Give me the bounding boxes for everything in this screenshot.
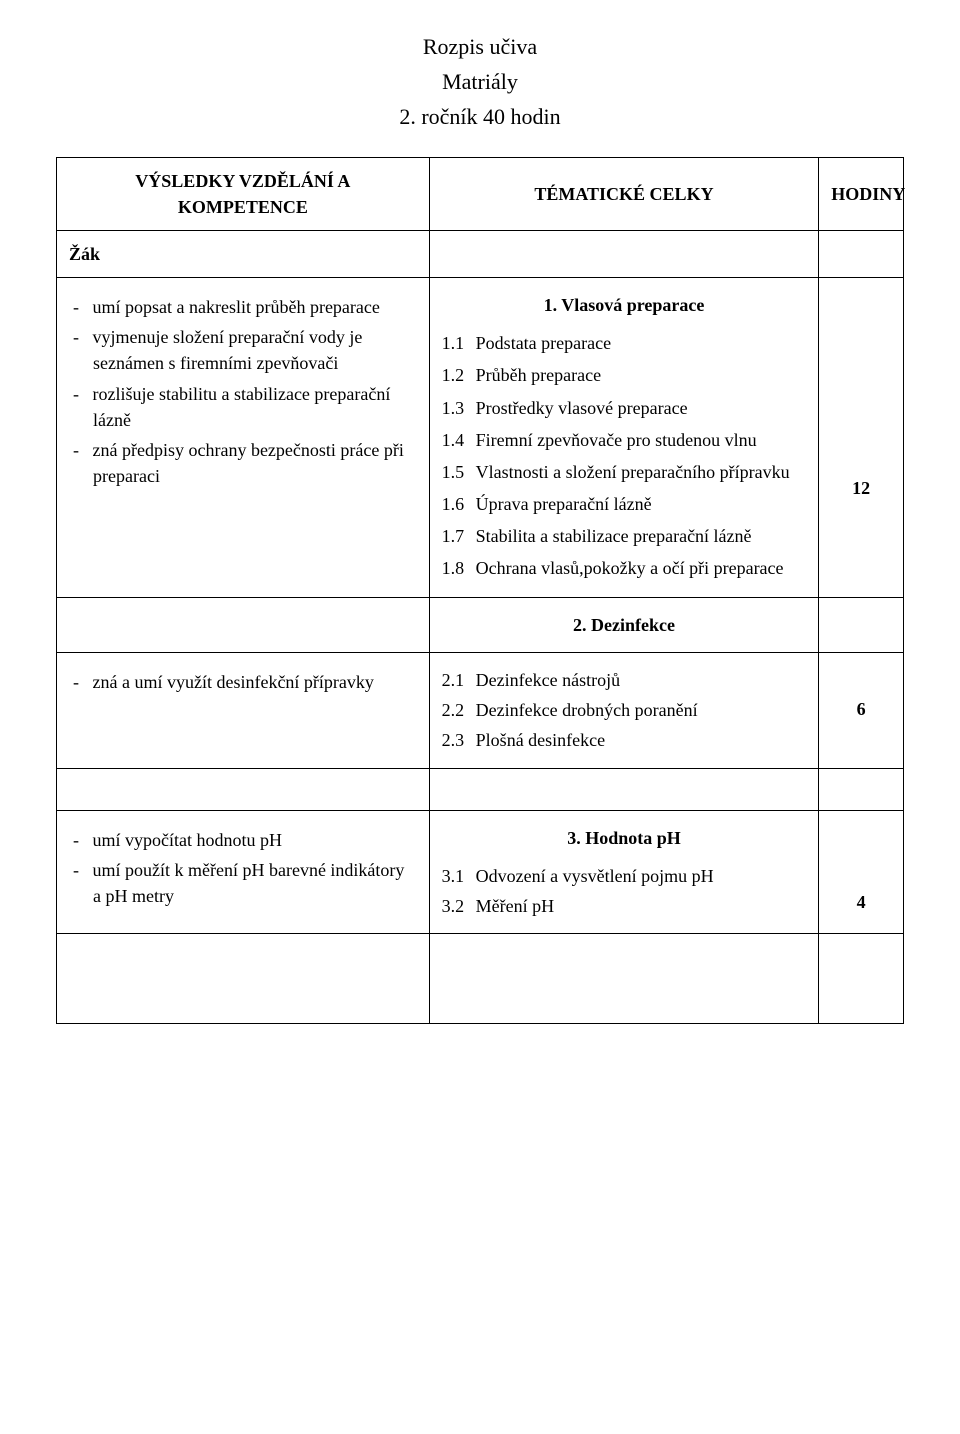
gap-cell (57, 933, 430, 1023)
numbered-item: 1.1Podstata preparace (442, 330, 807, 356)
section1-row: umí popsat a nakreslit průběh preparace … (57, 278, 904, 598)
list-item: umí vypočítat hodnotu pH (93, 827, 417, 853)
item-text: Podstata preparace (476, 330, 807, 356)
section1-hours-cell: 12 (819, 278, 904, 598)
zak-row: Žák (57, 231, 904, 278)
section3-bullets: umí vypočítat hodnotu pH umí použít k mě… (69, 827, 417, 909)
section2-heading-row: 2. Dezinfekce (57, 598, 904, 653)
section2-heading-empty-right (819, 598, 904, 653)
item-num: 2.2 (442, 697, 476, 723)
section3-items: 3.1Odvození a vysvětlení pojmu pH 3.2Měř… (442, 863, 807, 919)
section2-items: 2.1Dezinfekce nástrojů 2.2Dezinfekce dro… (442, 667, 807, 753)
section3-heading: 3. Hodnota pH (442, 825, 807, 851)
header-col-topics: TÉMATICKÉ CELKY (429, 158, 819, 231)
section2-heading-empty-left (57, 598, 430, 653)
section2-topics-cell: 2.1Dezinfekce nástrojů 2.2Dezinfekce dro… (429, 653, 819, 768)
section2-row: zná a umí využít desinfekční přípravky 2… (57, 653, 904, 768)
numbered-item: 1.4Firemní zpevňovače pro studenou vlnu (442, 427, 807, 453)
numbered-item: 1.8Ochrana vlasů,pokožky a očí při prepa… (442, 555, 807, 581)
numbered-item: 1.6Úprava preparační lázně (442, 491, 807, 517)
item-text: Firemní zpevňovače pro studenou vlnu (476, 427, 807, 453)
title-line-1: Rozpis učiva (56, 30, 904, 63)
section3-outcomes-cell: umí vypočítat hodnotu pH umí použít k mě… (57, 810, 430, 933)
item-text: Dezinfekce drobných poranění (476, 697, 807, 723)
section2-outcomes-cell: zná a umí využít desinfekční přípravky (57, 653, 430, 768)
gap-cell (57, 768, 430, 810)
section3-topics-cell: 3. Hodnota pH 3.1Odvození a vysvětlení p… (429, 810, 819, 933)
item-num: 1.3 (442, 395, 476, 421)
numbered-item: 2.2Dezinfekce drobných poranění (442, 697, 807, 723)
gap-row (57, 768, 904, 810)
zak-empty-topics (429, 231, 819, 278)
section1-topics-cell: 1. Vlasová preparace 1.1Podstata prepara… (429, 278, 819, 598)
item-num: 2.3 (442, 727, 476, 753)
list-item: zná předpisy ochrany bezpečnosti práce p… (93, 437, 417, 489)
section2-heading-cell: 2. Dezinfekce (429, 598, 819, 653)
section2-heading: 2. Dezinfekce (442, 612, 807, 638)
section1-bullets: umí popsat a nakreslit průběh preparace … (69, 294, 417, 489)
numbered-item: 3.1Odvození a vysvětlení pojmu pH (442, 863, 807, 889)
item-text: Stabilita a stabilizace preparační lázně (476, 523, 807, 549)
header-col-outcomes: VÝSLEDKY VZDĚLÁNÍ A KOMPETENCE (57, 158, 430, 231)
gap-cell (819, 768, 904, 810)
item-text: Prostředky vlasové preparace (476, 395, 807, 421)
document-title-block: Rozpis učiva Matriály 2. ročník 40 hodin (56, 30, 904, 133)
header-col1-line1: VÝSLEDKY VZDĚLÁNÍ A (69, 168, 417, 194)
list-item: vyjmenuje složení preparační vody je sez… (93, 324, 417, 376)
numbered-item: 1.5Vlastnosti a složení preparačního pří… (442, 459, 807, 485)
item-num: 1.8 (442, 555, 476, 581)
item-text: Ochrana vlasů,pokožky a očí při preparac… (476, 555, 807, 581)
numbered-item: 1.2Průběh preparace (442, 362, 807, 388)
item-num: 3.1 (442, 863, 476, 889)
item-num: 3.2 (442, 893, 476, 919)
section1-items: 1.1Podstata preparace 1.2Průběh preparac… (442, 330, 807, 581)
item-text: Vlastnosti a složení preparačního přípra… (476, 459, 807, 485)
list-item: umí popsat a nakreslit průběh preparace (93, 294, 417, 320)
item-text: Plošná desinfekce (476, 727, 807, 753)
numbered-item: 2.1Dezinfekce nástrojů (442, 667, 807, 693)
list-item: rozlišuje stabilitu a stabilizace prepar… (93, 381, 417, 433)
item-num: 1.2 (442, 362, 476, 388)
document-page: Rozpis učiva Matriály 2. ročník 40 hodin… (0, 0, 960, 1434)
item-num: 2.1 (442, 667, 476, 693)
item-num: 1.5 (442, 459, 476, 485)
numbered-item: 1.7Stabilita a stabilizace preparační lá… (442, 523, 807, 549)
item-text: Průběh preparace (476, 362, 807, 388)
section2-hours-cell: 6 (819, 653, 904, 768)
item-num: 1.7 (442, 523, 476, 549)
section3-row: umí vypočítat hodnotu pH umí použít k mě… (57, 810, 904, 933)
title-line-3: 2. ročník 40 hodin (56, 100, 904, 133)
numbered-item: 2.3Plošná desinfekce (442, 727, 807, 753)
list-item: umí použít k měření pH barevné indikátor… (93, 857, 417, 909)
item-num: 1.1 (442, 330, 476, 356)
gap-cell (819, 933, 904, 1023)
zak-empty-hours (819, 231, 904, 278)
header-col1-line2: KOMPETENCE (69, 194, 417, 220)
gap-cell (429, 933, 819, 1023)
numbered-item: 1.3Prostředky vlasové preparace (442, 395, 807, 421)
item-text: Odvození a vysvětlení pojmu pH (476, 863, 807, 889)
gap-cell (429, 768, 819, 810)
list-item: zná a umí využít desinfekční přípravky (93, 669, 417, 695)
header-col-hours: HODINY (819, 158, 904, 231)
title-line-2: Matriály (56, 65, 904, 98)
table-header-row: VÝSLEDKY VZDĚLÁNÍ A KOMPETENCE TÉMATICKÉ… (57, 158, 904, 231)
item-text: Dezinfekce nástrojů (476, 667, 807, 693)
zak-label-cell: Žák (57, 231, 430, 278)
section3-hours-cell: 4 (819, 810, 904, 933)
trailing-gap-row (57, 933, 904, 1023)
item-num: 1.6 (442, 491, 476, 517)
item-text: Měření pH (476, 893, 807, 919)
item-text: Úprava preparační lázně (476, 491, 807, 517)
section2-bullets: zná a umí využít desinfekční přípravky (69, 669, 417, 695)
section1-outcomes-cell: umí popsat a nakreslit průběh preparace … (57, 278, 430, 598)
numbered-item: 3.2Měření pH (442, 893, 807, 919)
item-num: 1.4 (442, 427, 476, 453)
curriculum-table: VÝSLEDKY VZDĚLÁNÍ A KOMPETENCE TÉMATICKÉ… (56, 157, 904, 1024)
section1-heading: 1. Vlasová preparace (442, 292, 807, 318)
